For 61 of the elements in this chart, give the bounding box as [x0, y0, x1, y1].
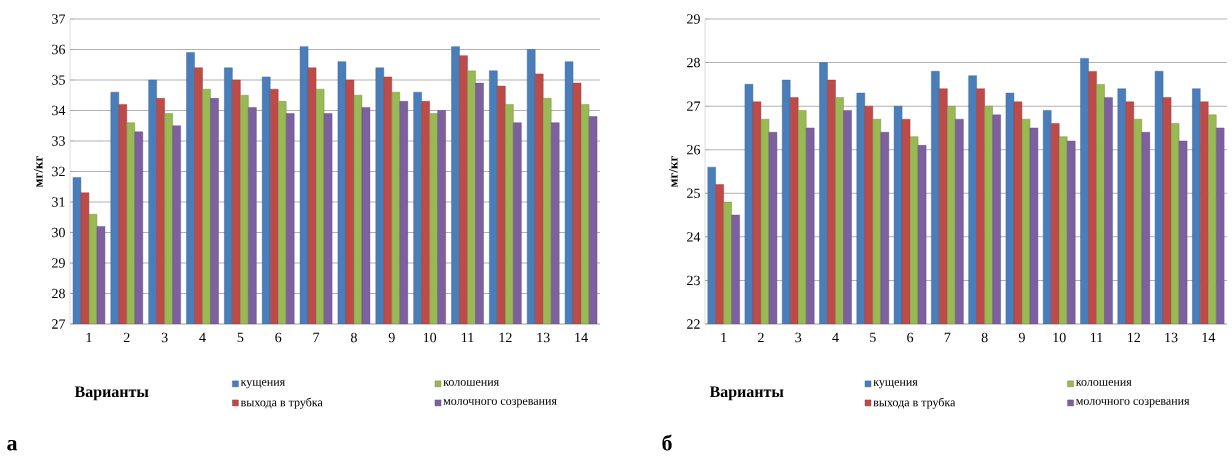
- legend-label: колошения: [443, 380, 499, 386]
- x-tick-label: 13: [1165, 332, 1178, 343]
- x-tick-label: 5: [870, 332, 876, 343]
- x-tick-label: 4: [832, 332, 839, 343]
- legend-label: молочного созревания: [443, 399, 557, 408]
- x-tick-label: 2: [123, 332, 130, 343]
- x-tick-label: 12: [499, 332, 512, 343]
- y-tick-label: 28: [687, 57, 700, 68]
- y-tick-label: 32: [52, 166, 65, 177]
- legend-label: кущения: [873, 380, 918, 389]
- x-tick-label: 3: [795, 332, 802, 343]
- y-tick-label: 31: [52, 197, 65, 207]
- x-tick-label: 8: [981, 332, 988, 343]
- x-tick-label: 4: [199, 332, 206, 343]
- legend-label: молочного созревания: [1076, 399, 1190, 408]
- y-tick-label: 35: [52, 75, 65, 85]
- y-axis-title: мг/кг: [668, 155, 678, 188]
- y-tick-label: 29: [52, 258, 65, 268]
- x-tick-label: 9: [388, 332, 395, 343]
- y-tick-label: 26: [687, 145, 701, 155]
- x-tick-label: 6: [275, 332, 282, 343]
- y-tick-label: 24: [687, 232, 701, 242]
- y-tick-label: 27: [52, 319, 66, 329]
- y-axis-title: мг/кг: [33, 155, 43, 188]
- x-tick-label: 7: [313, 332, 320, 342]
- y-tick-label: 30: [52, 227, 65, 238]
- x-tick-label: 6: [907, 332, 914, 343]
- legend-label: кущения: [240, 380, 285, 389]
- x-tick-label: 8: [350, 332, 357, 343]
- x-tick-label: 10: [423, 332, 437, 343]
- x-tick-label: 13: [537, 332, 550, 343]
- y-tick-label: 27: [687, 101, 701, 111]
- y-tick-label: 33: [52, 136, 65, 146]
- text: а: [7, 439, 18, 451]
- x-tick-label: 11: [1090, 332, 1103, 343]
- y-tick-label: 29: [687, 14, 700, 24]
- legend-label: выхода в трубка: [873, 397, 956, 409]
- y-tick-label: 37: [52, 14, 66, 24]
- x-tick-label: 2: [758, 332, 764, 343]
- x-tick-label: 11: [461, 332, 474, 343]
- y-tick-label: 25: [687, 188, 700, 198]
- legend-label: колошения: [1076, 380, 1132, 386]
- x-axis-title: Варианты: [709, 386, 784, 401]
- y-tick-label: 22: [687, 319, 700, 329]
- x-tick-label: 10: [1053, 332, 1066, 343]
- x-tick-label: 5: [237, 332, 244, 343]
- x-tick-label: 1: [721, 332, 727, 343]
- y-tick-label: 34: [52, 105, 66, 116]
- text: б: [662, 434, 672, 451]
- y-tick-label: 28: [52, 288, 65, 299]
- x-tick-label: 14: [575, 332, 588, 343]
- x-tick-label: 9: [1018, 332, 1025, 343]
- x-tick-label: 3: [161, 332, 168, 343]
- y-tick-label: 36: [52, 44, 66, 55]
- x-tick-label: 1: [86, 332, 92, 343]
- x-tick-label: 7: [944, 332, 951, 342]
- y-tick-label: 23: [687, 275, 700, 286]
- legend-label: выхода в трубка: [240, 397, 323, 409]
- x-tick-label: 12: [1128, 332, 1141, 343]
- x-tick-label: 14: [1202, 332, 1216, 343]
- x-axis-title: Варианты: [74, 386, 149, 401]
